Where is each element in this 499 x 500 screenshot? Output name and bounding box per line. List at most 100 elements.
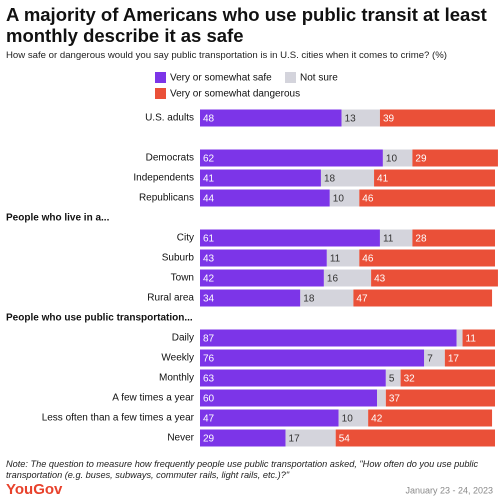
bar-segment (200, 229, 380, 247)
group-title: People who use public transportation... (6, 313, 193, 324)
value-label: 10 (386, 154, 398, 165)
bar-segment (200, 249, 327, 267)
bar-segment (374, 169, 495, 187)
bar-segment (400, 369, 495, 387)
y-tick-label: Weekly (161, 353, 194, 364)
bar-segment (359, 249, 495, 267)
y-tick-label: Monthly (159, 373, 194, 384)
value-label: 47 (203, 414, 215, 425)
y-tick-label: Daily (172, 333, 194, 344)
bar-segment (320, 169, 375, 187)
bar-segment (285, 429, 336, 447)
bar-segment (382, 149, 413, 167)
bar-segment (323, 269, 372, 287)
value-label: 17 (289, 434, 301, 445)
value-label: 5 (389, 374, 395, 385)
value-label: 87 (203, 334, 215, 345)
value-label: 17 (448, 354, 460, 365)
bar-segment (200, 329, 457, 347)
value-label: 44 (203, 194, 215, 205)
bar-segment (377, 389, 386, 407)
y-tick-label: Never (167, 433, 194, 444)
bar-segment (300, 289, 354, 307)
bar-segment (200, 389, 377, 407)
value-label: 54 (339, 434, 351, 445)
bar-segment (200, 369, 386, 387)
value-label: 42 (203, 274, 215, 285)
bar-segment (456, 329, 463, 347)
value-label: 29 (415, 154, 427, 165)
y-tick-label: City (177, 233, 194, 244)
bar-segment (338, 409, 369, 427)
bar-segment (200, 109, 342, 127)
value-label: 61 (203, 234, 215, 245)
bar-segment (200, 289, 301, 307)
bar-segment (200, 189, 330, 207)
y-tick-label: Independents (133, 173, 194, 184)
value-label: 46 (362, 194, 374, 205)
bar-segment (200, 149, 383, 167)
bar-segment (368, 409, 493, 427)
value-label: 29 (203, 434, 215, 445)
y-tick-label: U.S. adults (145, 113, 194, 124)
bar-segment (444, 349, 495, 367)
date: January 23 - 24, 2023 (405, 485, 493, 495)
legend-label: Very or somewhat dangerous (170, 89, 300, 100)
value-label: 37 (389, 394, 401, 405)
group-title: People who live in a... (6, 213, 110, 224)
value-label: 11 (330, 254, 341, 265)
value-label: 76 (203, 354, 215, 365)
value-label: 11 (383, 234, 394, 245)
bar-segment (329, 189, 360, 207)
bar-segment (200, 429, 286, 447)
value-label: 10 (342, 414, 354, 425)
value-label: 42 (371, 414, 383, 425)
y-tick-label: Town (171, 273, 194, 284)
bar-segment (379, 229, 413, 247)
legend-label: Very or somewhat safe (170, 73, 272, 84)
bar-segment (200, 169, 321, 187)
bar-segment (359, 189, 495, 207)
y-tick-label: Less often than a few times a year (42, 413, 195, 424)
value-label: 48 (203, 114, 215, 125)
value-label: 47 (356, 294, 368, 305)
value-label: 43 (203, 254, 215, 265)
note: Note: The question to measure how freque… (6, 459, 479, 480)
value-label: 46 (362, 254, 374, 265)
value-label: 7 (427, 354, 433, 365)
bar-segment (353, 289, 493, 307)
source-logo: YouGov (6, 481, 63, 498)
y-tick-label: Republicans (139, 193, 194, 204)
value-label: 11 (466, 334, 477, 345)
bar-segment (424, 349, 445, 367)
bar-segment (341, 109, 380, 127)
y-tick-label: Democrats (146, 153, 194, 164)
value-label: 16 (327, 274, 339, 285)
value-label: 13 (345, 114, 357, 125)
y-tick-label: Rural area (147, 293, 194, 304)
chart-title: A majority of Americans who use public t… (6, 4, 487, 46)
value-label: 60 (203, 394, 215, 405)
bar-segment (385, 369, 401, 387)
value-label: 10 (333, 194, 345, 205)
bar-segment (412, 229, 495, 247)
value-label: 39 (383, 114, 395, 125)
value-label: 32 (404, 374, 416, 385)
value-label: 41 (377, 174, 389, 185)
value-label: 34 (203, 294, 215, 305)
bar-segment (200, 349, 425, 367)
bar-segment (412, 149, 498, 167)
y-tick-label: A few times a year (112, 393, 194, 404)
bar-segment (335, 429, 495, 447)
bar-segment (200, 269, 324, 287)
bar-segment (200, 409, 339, 427)
value-label: 63 (203, 374, 215, 385)
value-label: 62 (203, 154, 215, 165)
value-label: 28 (415, 234, 427, 245)
bar-segment (326, 249, 360, 267)
legend-swatch (155, 72, 166, 83)
bar-segment (379, 109, 495, 127)
bar-segment (371, 269, 498, 287)
value-label: 18 (324, 174, 336, 185)
